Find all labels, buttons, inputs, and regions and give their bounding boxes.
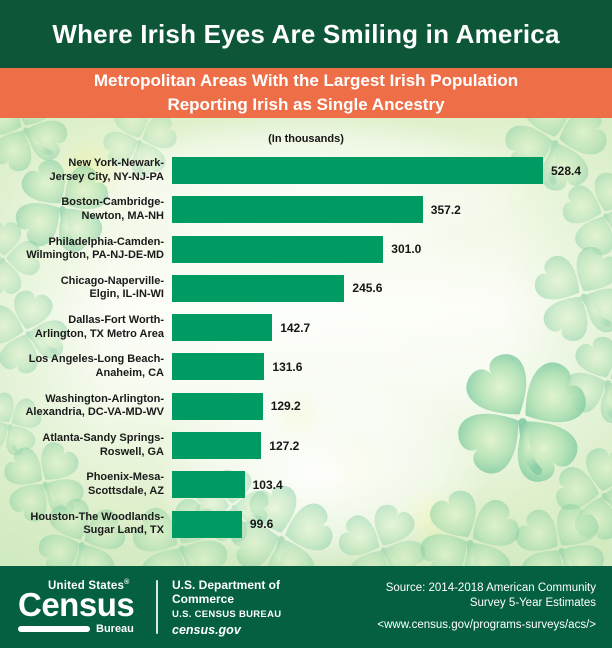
category-label: Los Angeles-Long Beach- Anaheim, CA xyxy=(28,353,164,379)
bar xyxy=(172,510,242,538)
bar-row: Atlanta-Sandy Springs- Roswell, GA 127.2 xyxy=(0,432,612,460)
value-label: 245.6 xyxy=(352,281,383,296)
bar xyxy=(172,274,345,302)
source-block: Source: 2014-2018 American Community Sur… xyxy=(344,581,612,633)
bar xyxy=(172,392,263,420)
bar-row: Philadelphia-Camden- Wilmington, PA-NJ-DE… xyxy=(0,235,612,263)
value-label: 129.2 xyxy=(270,399,301,414)
units-label: (In thousands) xyxy=(268,133,344,145)
source-url[interactable]: <www.census.gov/programs-surveys/acs/> xyxy=(377,619,596,631)
source-line-2: Survey 5-Year Estimates xyxy=(469,597,596,609)
source-line-1: Source: 2014-2018 American Community xyxy=(385,582,596,594)
category-label: Houston-The Woodlands- Sugar Land, TX xyxy=(30,510,164,537)
category-label: Chicago-Naperville- Elgin, IL-IN-WI xyxy=(60,274,164,301)
bar-row: Boston-Cambridge- Newton, MA-NH 357.2 xyxy=(0,196,612,224)
subtitle-line-2: Reporting Irish as Single Ancestry xyxy=(167,95,445,114)
bar-row: Los Angeles-Long Beach- Anaheim, CA 131.6 xyxy=(0,353,612,381)
chart-region: (In thousands) New York-Newark- Jersey Ci… xyxy=(0,118,612,566)
value-label: 131.6 xyxy=(272,359,303,374)
bar-row: Phoenix-Mesa- Scottsdale, AZ 103.4 xyxy=(0,471,612,499)
category-label: Philadelphia-Camden- Wilmington, PA-NJ-DE… xyxy=(26,235,164,262)
bar xyxy=(172,157,543,184)
value-label: 528.4 xyxy=(551,163,582,178)
bar-row: New York-Newark- Jersey City, NY-NJ-PA 528… xyxy=(0,157,612,184)
page-title: Where Irish Eyes Are Smiling in America xyxy=(52,18,560,49)
bar xyxy=(172,471,245,499)
logo-united-states: United States® xyxy=(48,579,130,592)
commerce-block: U.S. Department of Commerce U.S. CENSUS … xyxy=(172,578,344,637)
bar-row: Dallas-Fort Worth- Arlington, TX Metro Ar… xyxy=(0,314,612,342)
bar-chart: (In thousands) New York-Newark- Jersey Ci… xyxy=(0,118,612,566)
value-label: 301.0 xyxy=(391,242,422,257)
value-label: 142.7 xyxy=(280,320,311,335)
bar xyxy=(172,432,262,460)
category-label: Washington-Arlington- Alexandria, DC-VA-M… xyxy=(25,392,164,419)
census-bureau-logo: United States® Census Bureau xyxy=(0,579,150,635)
value-label: 103.4 xyxy=(252,477,283,492)
bar xyxy=(172,314,273,342)
bar-row: Washington-Arlington- Alexandria, DC-VA-M… xyxy=(0,392,612,420)
census-gov-link[interactable]: census.gov xyxy=(172,622,241,637)
bar xyxy=(172,353,265,381)
bar xyxy=(172,235,384,263)
logo-underline-bar xyxy=(18,625,90,632)
subtitle-band: Metropolitan Areas With the Largest Iris… xyxy=(0,68,612,118)
category-label: Boston-Cambridge- Newton, MA-NH xyxy=(61,196,164,222)
value-label: 127.2 xyxy=(269,438,300,453)
category-label: Atlanta-Sandy Springs- Roswell, GA xyxy=(42,432,164,458)
footer-divider xyxy=(156,580,158,634)
category-label: Phoenix-Mesa- Scottsdale, AZ xyxy=(86,471,164,497)
bar-row: Houston-The Woodlands- Sugar Land, TX 99.6 xyxy=(0,510,612,538)
dept-of-commerce: U.S. Department of Commerce xyxy=(172,577,281,606)
value-label: 99.6 xyxy=(249,517,274,532)
registered-mark: ® xyxy=(124,579,130,587)
logo-census: Census xyxy=(18,585,135,623)
category-label: Dallas-Fort Worth- Arlington, TX Metro Ar… xyxy=(34,314,164,340)
bar-rows: New York-Newark- Jersey City, NY-NJ-PA 528… xyxy=(0,157,612,538)
value-label: 357.2 xyxy=(430,202,461,217)
category-label: New York-Newark- Jersey City, NY-NJ-PA xyxy=(49,157,164,183)
bar xyxy=(172,196,423,224)
us-census-bureau: U.S. CENSUS BUREAU xyxy=(172,608,282,620)
bar-row: Chicago-Naperville- Elgin, IL-IN-WI 245.6 xyxy=(0,274,612,302)
footer: United States® Census Bureau U.S. Depart… xyxy=(0,566,612,648)
title-band: Where Irish Eyes Are Smiling in America xyxy=(0,0,612,68)
subtitle-line-1: Metropolitan Areas With the Largest Iris… xyxy=(93,71,519,90)
logo-bureau: Bureau xyxy=(96,622,134,635)
